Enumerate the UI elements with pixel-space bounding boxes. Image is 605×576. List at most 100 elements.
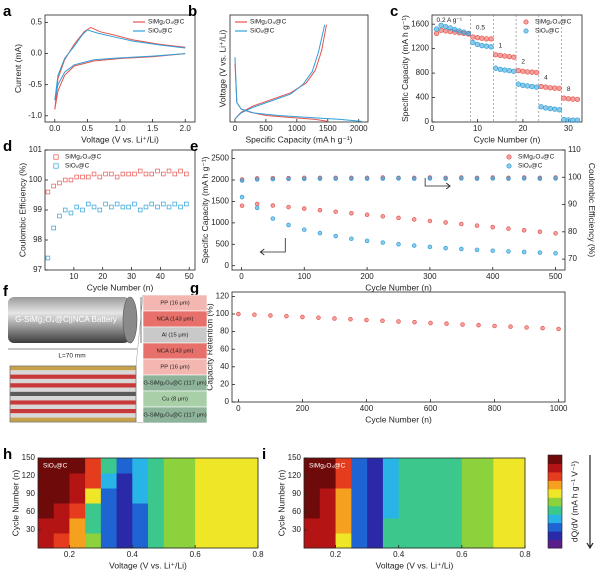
point	[521, 249, 527, 255]
point	[184, 171, 189, 177]
heat-cell	[69, 533, 86, 549]
heat-cell	[493, 473, 510, 489]
heat-cell	[430, 518, 447, 534]
point	[506, 53, 512, 60]
heat-cell	[414, 458, 431, 474]
cell-layer	[10, 383, 136, 388]
heat-cell	[493, 488, 510, 504]
point	[442, 23, 449, 30]
heat-cell	[351, 518, 368, 534]
point	[380, 318, 385, 323]
x-tick-label: 1000	[288, 124, 306, 133]
heat-cell	[304, 473, 321, 489]
point	[143, 171, 149, 177]
point	[483, 43, 490, 49]
point	[411, 243, 417, 248]
x-axis-label: Cycle Number (n)	[365, 282, 432, 292]
colorbar-step	[548, 471, 562, 481]
heat-cell	[335, 458, 352, 474]
heat-cell	[367, 473, 384, 489]
heat-cell	[430, 458, 447, 474]
heat-cell	[38, 473, 55, 489]
point	[483, 36, 490, 42]
x-tick-label: 30	[564, 124, 573, 133]
point	[552, 85, 558, 91]
heat-cell	[493, 518, 510, 534]
x-tick-label: 400	[360, 404, 374, 413]
point	[74, 204, 79, 210]
legend-label: SiOₓ@C	[65, 163, 90, 170]
colorbar-arrow	[586, 455, 594, 550]
point	[91, 204, 97, 210]
cell-layer	[10, 370, 136, 375]
heat-cell	[477, 473, 494, 489]
y-tick-label: -0.5	[28, 80, 42, 89]
point	[502, 67, 508, 73]
heat-cell	[163, 503, 180, 519]
heat-cell	[461, 488, 479, 504]
heat-cell	[100, 458, 118, 474]
y-tick-label: 1600	[411, 19, 429, 28]
heat-cell	[148, 503, 165, 519]
heat-cell	[367, 458, 384, 474]
heat-cell	[226, 533, 243, 549]
point	[97, 207, 103, 213]
plot-frame	[231, 291, 566, 403]
point	[438, 27, 444, 33]
x-tick-label: 800	[488, 404, 502, 413]
legend-label: SiMg₂O₄@C	[250, 19, 287, 26]
point	[561, 116, 567, 123]
x-tick-label: 1.5	[147, 124, 159, 133]
plot-frame	[303, 457, 526, 549]
heat-cell	[179, 533, 196, 549]
heat-cell	[242, 533, 259, 549]
point	[523, 28, 529, 34]
heat-cell	[398, 518, 415, 534]
series-line	[54, 26, 186, 110]
heat-cell	[179, 488, 196, 504]
point	[474, 41, 481, 47]
battery-cap	[122, 296, 138, 344]
heat-cell	[477, 518, 494, 534]
point	[300, 314, 305, 320]
heat-cell	[446, 458, 463, 474]
point	[537, 229, 543, 235]
point	[316, 315, 321, 320]
heat-cell	[100, 488, 118, 504]
x-tick-label: 0.5	[82, 124, 94, 133]
point	[62, 207, 68, 213]
x-axis-label: Voltage (V vs. Li⁺/Li)	[109, 560, 187, 570]
y-tick-label: 101	[29, 145, 43, 154]
point	[444, 321, 449, 326]
point	[364, 317, 369, 323]
heat-cell	[226, 503, 243, 519]
point	[459, 176, 464, 181]
battery-body	[8, 297, 130, 343]
point	[286, 222, 291, 228]
point	[364, 176, 370, 181]
point	[380, 240, 386, 245]
y2-tick-label: 90	[568, 200, 577, 209]
heat-cell	[210, 458, 228, 474]
y-tick-label: 60	[220, 344, 229, 353]
layer-label: PP (16 μm)	[160, 301, 189, 307]
y-tick-label: 1000	[211, 218, 229, 227]
heat-cell	[242, 503, 259, 519]
y-tick-label: 60	[292, 507, 301, 516]
heat-cell	[226, 488, 243, 504]
heat-cell	[398, 488, 415, 504]
heat-cell	[116, 533, 133, 549]
rate-label: 4	[544, 74, 548, 81]
point	[565, 117, 572, 123]
point	[427, 244, 433, 250]
point	[460, 322, 465, 327]
heat-cell	[430, 503, 447, 519]
connector	[135, 421, 144, 424]
heat-cell	[446, 518, 463, 534]
x-tick-label: 0.2	[330, 550, 342, 559]
point	[254, 177, 260, 182]
heat-cell	[38, 458, 55, 474]
heat-cell	[382, 488, 400, 504]
heat-cell	[398, 473, 415, 489]
